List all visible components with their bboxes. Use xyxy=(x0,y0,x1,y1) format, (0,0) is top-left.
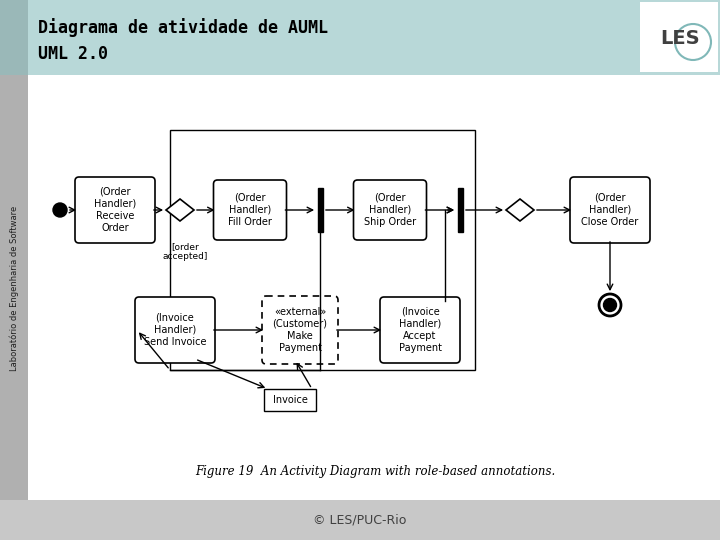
Bar xyxy=(0,0,28,75)
Bar xyxy=(0,0,720,75)
Text: «external»
(Customer)
Make
Payment: «external» (Customer) Make Payment xyxy=(272,307,328,353)
FancyBboxPatch shape xyxy=(354,180,426,240)
Text: (Order
Handler)
Receive
Order: (Order Handler) Receive Order xyxy=(94,187,136,233)
Text: LES: LES xyxy=(660,29,700,48)
Text: Laboratório de Engenharia de Software: Laboratório de Engenharia de Software xyxy=(9,205,19,370)
Bar xyxy=(0,500,720,540)
Text: UML 2.0: UML 2.0 xyxy=(38,45,108,63)
FancyBboxPatch shape xyxy=(380,297,460,363)
Polygon shape xyxy=(506,199,534,221)
Text: (Order
Handler)
Fill Order: (Order Handler) Fill Order xyxy=(228,193,272,227)
Bar xyxy=(318,188,323,232)
Text: (Invoice
Handler)
Send Invoice: (Invoice Handler) Send Invoice xyxy=(144,313,206,347)
Bar xyxy=(170,130,475,370)
Bar xyxy=(640,2,718,72)
Bar xyxy=(0,75,28,500)
Bar xyxy=(28,75,720,500)
Text: (Invoice
Handler)
Accept
Payment: (Invoice Handler) Accept Payment xyxy=(398,307,441,353)
Circle shape xyxy=(53,203,67,217)
Text: Diagrama de atividade de AUML: Diagrama de atividade de AUML xyxy=(38,18,328,37)
Bar xyxy=(457,188,462,232)
FancyBboxPatch shape xyxy=(214,180,287,240)
FancyBboxPatch shape xyxy=(262,296,338,364)
Text: © LES/PUC-Rio: © LES/PUC-Rio xyxy=(313,514,407,526)
Circle shape xyxy=(603,299,616,312)
Bar xyxy=(264,389,316,411)
FancyBboxPatch shape xyxy=(135,297,215,363)
Text: Invoice: Invoice xyxy=(273,395,307,405)
Text: [order
accepted]: [order accepted] xyxy=(162,242,207,261)
Text: (Order
Handler)
Ship Order: (Order Handler) Ship Order xyxy=(364,193,416,227)
FancyBboxPatch shape xyxy=(570,177,650,243)
FancyBboxPatch shape xyxy=(75,177,155,243)
Polygon shape xyxy=(166,199,194,221)
Text: Figure 19  An Activity Diagram with role-based annotations.: Figure 19 An Activity Diagram with role-… xyxy=(195,465,555,478)
Text: (Order
Handler)
Close Order: (Order Handler) Close Order xyxy=(581,193,639,227)
